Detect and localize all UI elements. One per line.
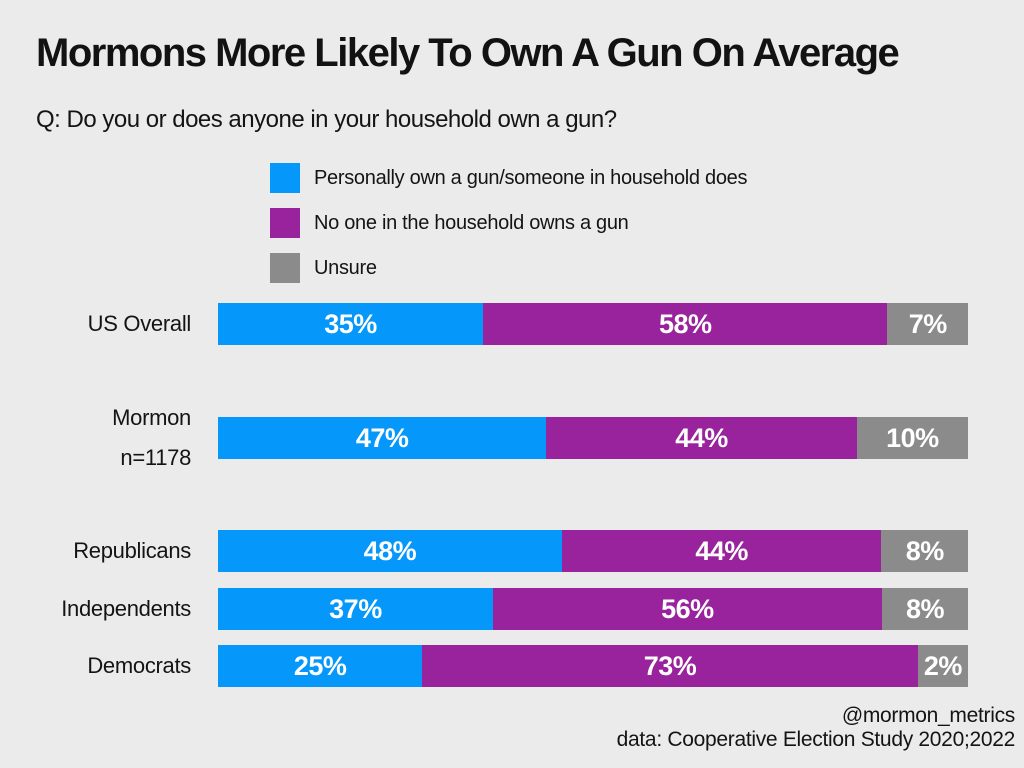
segment-value: 8% (905, 593, 945, 624)
segment-value: 2% (923, 650, 963, 681)
segment-value: 44% (675, 422, 728, 453)
chart-row-mormon: Mormon n=1178 47% 44% 10% (0, 405, 1024, 470)
attribution: @mormon_metrics data: Cooperative Electi… (616, 704, 1016, 752)
row-label-republicans: Republicans (73, 538, 191, 563)
attribution-source: data: Cooperative Election Study 2020;20… (616, 728, 1016, 751)
legend-swatch-no-gun (270, 208, 300, 238)
segment-value: 44% (695, 535, 748, 566)
segment-no-gun: 73% (422, 645, 918, 687)
legend-label: No one in the household owns a gun (314, 211, 629, 234)
legend-swatch-unsure (270, 253, 300, 283)
segment-value: 47% (355, 422, 409, 453)
legend-item-no-gun: No one in the household owns a gun (270, 208, 747, 238)
segment-own-gun: 47% (218, 417, 547, 459)
segment-own-gun: 37% (218, 588, 493, 630)
row-label-independents: Independents (61, 596, 191, 621)
segment-unsure: 8% (881, 530, 968, 572)
chart-row-independents: Independents 37% 56% 8% (0, 588, 1024, 630)
attribution-handle: @mormon_metrics (841, 704, 1015, 727)
page-title: Mormons More Likely To Own A Gun On Aver… (36, 31, 900, 75)
legend: Personally own a gun/someone in househol… (270, 163, 747, 283)
row-label-us-overall: US Overall (87, 311, 192, 336)
legend-item-own-gun: Personally own a gun/someone in househol… (270, 163, 747, 193)
bar-mormon: 47% 44% 10% (218, 417, 969, 459)
bar-democrats: 25% 73% 2% (218, 645, 968, 687)
segment-own-gun: 25% (218, 645, 423, 687)
segment-value: 7% (908, 308, 948, 339)
segment-no-gun: 56% (492, 588, 882, 630)
legend-label: Unsure (314, 256, 377, 279)
segment-value: 56% (661, 593, 714, 624)
segment-no-gun: 58% (482, 303, 888, 345)
segment-value: 58% (658, 308, 712, 339)
bar-republicans: 48% 44% 8% (218, 530, 968, 572)
chart-row-republicans: Republicans 48% 44% 8% (0, 530, 1024, 572)
segment-value: 25% (293, 650, 347, 681)
row-label-democrats: Democrats (87, 653, 191, 678)
segment-unsure: 2% (917, 645, 968, 687)
segment-no-gun: 44% (561, 530, 882, 572)
segment-own-gun: 35% (218, 303, 483, 345)
bar-independents: 37% 56% 8% (218, 588, 968, 630)
chart-row-us-overall: US Overall 35% 58% 7% (0, 303, 1024, 345)
legend-swatch-own-gun (270, 163, 300, 193)
legend-label: Personally own a gun/someone in househol… (314, 166, 748, 189)
segment-value: 35% (324, 308, 377, 339)
segment-unsure: 8% (881, 588, 968, 630)
bar-us-overall: 35% 58% 7% (218, 303, 968, 345)
row-label-mormon: Mormon n=1178 (112, 405, 191, 470)
chart-row-democrats: Democrats 25% 73% 2% (0, 645, 1024, 687)
segment-no-gun: 44% (546, 417, 857, 459)
chart-question: Q: Do you or does anyone in your househo… (36, 106, 617, 133)
segment-value: 73% (643, 650, 697, 681)
segment-value: 10% (886, 422, 939, 453)
segment-value: 48% (363, 535, 417, 566)
segment-unsure: 10% (856, 417, 969, 459)
segment-value: 37% (329, 593, 382, 624)
segment-value: 8% (905, 535, 945, 566)
segment-unsure: 7% (887, 303, 968, 345)
segment-own-gun: 48% (218, 530, 562, 572)
legend-item-unsure: Unsure (270, 253, 747, 283)
